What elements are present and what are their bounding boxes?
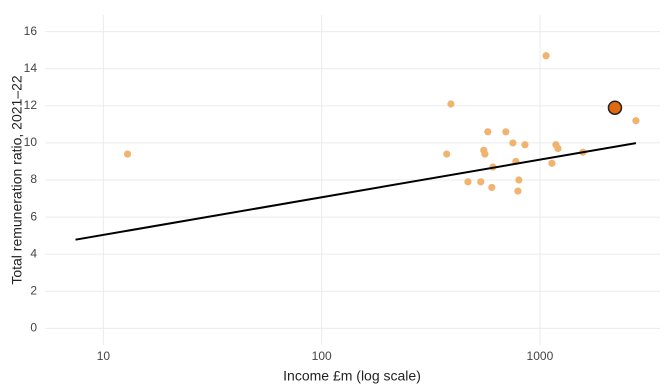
x-tick-label: 100 [312, 349, 332, 363]
point [521, 141, 529, 149]
point [607, 100, 623, 115]
x-axis-title: Income £m (log scale) [283, 368, 421, 384]
y-tick-label: 4 [30, 246, 37, 260]
point [447, 100, 455, 108]
point [477, 178, 485, 186]
y-tick-label: 8 [30, 172, 37, 186]
x-tick-label: 10 [97, 349, 111, 363]
trend-line [75, 142, 637, 241]
y-tick-label: 0 [30, 320, 37, 334]
point [548, 159, 556, 167]
point [443, 150, 451, 158]
point [484, 128, 492, 136]
point [502, 128, 510, 136]
y-tick-label: 16 [24, 24, 38, 38]
point [509, 139, 517, 147]
x-tick-label: 1000 [527, 349, 554, 363]
point [123, 150, 132, 158]
y-tick-label: 10 [24, 135, 38, 149]
point [488, 183, 496, 192]
point [542, 52, 550, 60]
y-axis-title: Total remuneration ratio, 2021–22 [9, 75, 25, 285]
point [515, 176, 523, 184]
point [464, 178, 472, 186]
point [554, 144, 562, 153]
point [481, 150, 489, 158]
y-tick-label: 2 [30, 283, 37, 297]
y-tick-label: 12 [24, 98, 38, 112]
y-tick-label: 6 [30, 209, 37, 223]
y-tick-label: 14 [24, 61, 38, 75]
point [632, 117, 640, 125]
point [514, 187, 522, 195]
